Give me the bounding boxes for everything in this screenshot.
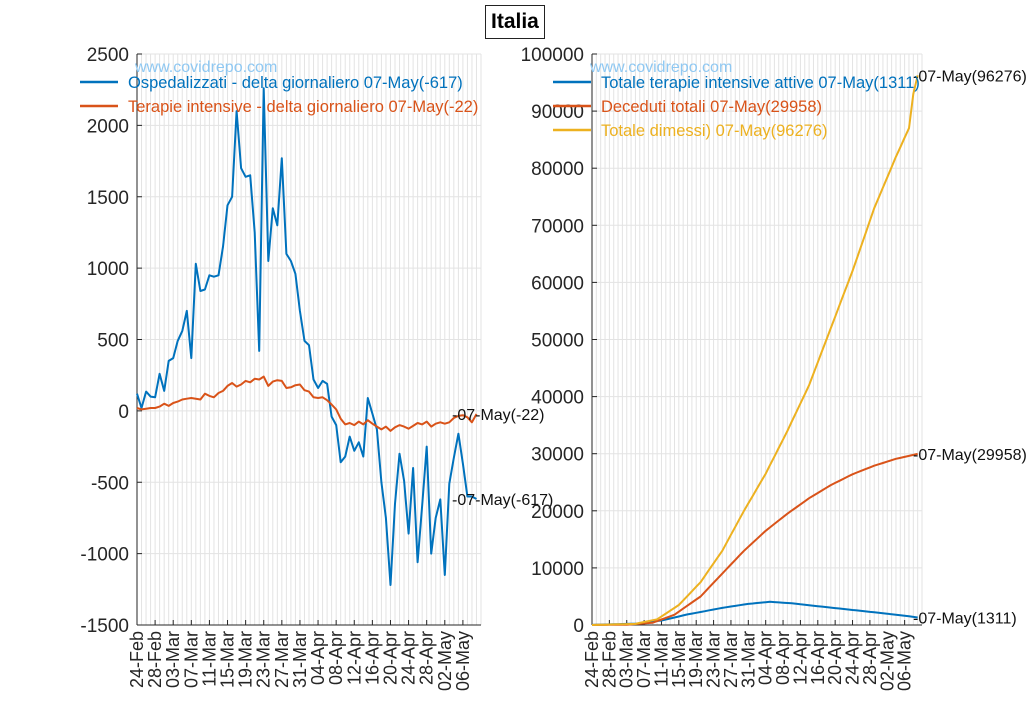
x-tick-label: 04-Apr [308, 631, 328, 685]
x-tick-label: 20-Apr [825, 631, 845, 685]
x-tick-label: 28-Feb [145, 631, 165, 688]
y-tick-label: 60000 [531, 273, 584, 294]
series-line [591, 600, 918, 626]
legend-label: Totale dimessi) 07-May(96276) [601, 122, 828, 140]
series-line [136, 375, 478, 432]
x-tick-label: 03-Mar [617, 631, 637, 688]
x-tick-label: 23-Mar [704, 631, 724, 688]
y-tick-label: -1000 [80, 545, 129, 566]
x-tick-label: 02-May [877, 631, 897, 691]
x-tick-label: 28-Apr [860, 631, 880, 685]
x-tick-label: 24-Apr [399, 631, 419, 685]
y-tick-label: -500 [91, 473, 129, 494]
y-tick-label: 2000 [87, 116, 129, 137]
x-tick-label: 07-Mar [634, 631, 654, 688]
series-end-label: -07-May(1311) [913, 611, 1017, 628]
watermark: www.covidrepo.com [134, 59, 277, 76]
y-tick-label: 2500 [87, 45, 129, 66]
x-tick-label: 20-Apr [380, 631, 400, 685]
x-tick-label: 02-May [435, 631, 455, 691]
y-tick-label: 500 [97, 331, 129, 352]
x-tick-label: 19-Mar [236, 631, 256, 688]
y-tick-label: 10000 [531, 559, 584, 580]
y-tick-label: 90000 [531, 102, 584, 123]
series-line [136, 87, 477, 586]
y-tick-label: 70000 [531, 216, 584, 237]
series-line [591, 75, 919, 626]
y-tick-label: 40000 [531, 388, 584, 409]
legend-label: Terapie intensive - delta giornaliero 07… [128, 98, 478, 116]
x-tick-label: 19-Mar [686, 631, 706, 688]
left-axes: -1500 -1000 -500 0 500 1000 1500 2000 2500 24-Feb… [80, 45, 553, 691]
x-tick-label: 11-Mar [651, 631, 671, 687]
y-tick-label: 50000 [531, 331, 584, 352]
y-tick-label: 1000 [87, 259, 129, 280]
y-tick-label: 100000 [521, 45, 584, 66]
x-tick-label: 23-Mar [254, 631, 274, 688]
x-tick-label: 12-Apr [344, 631, 364, 685]
x-tick-label: 28-Feb [599, 631, 619, 688]
x-tick-label: 07-Mar [181, 631, 201, 688]
y-tick-label: 30000 [531, 445, 584, 466]
series-end-label: -07-May(29958) [913, 447, 1027, 464]
y-tick-label: -1500 [80, 616, 129, 637]
y-tick-label: 80000 [531, 159, 584, 180]
series-end-label: -07-May(-617) [452, 492, 553, 509]
x-tick-label: 12-Apr [790, 631, 810, 685]
y-tick-label: 0 [118, 402, 129, 423]
x-tick-label: 15-Mar [669, 631, 689, 688]
x-tick-label: 16-Apr [362, 631, 382, 685]
legend-label: Ospedalizzati - delta giornaliero 07-May… [128, 74, 463, 92]
x-tick-label: 06-May [895, 631, 915, 691]
x-tick-label: 24-Feb [582, 631, 602, 688]
x-tick-label: 31-Mar [290, 631, 310, 688]
legend-label: Totale terapie intensive attive 07-May(1… [601, 74, 920, 92]
x-tick-label: 27-Mar [272, 631, 292, 688]
watermark: www.covidrepo.com [589, 59, 732, 76]
y-tick-label: 0 [573, 616, 584, 637]
series-line [591, 452, 918, 626]
x-tick-label: 04-Apr [756, 631, 776, 685]
legend-label: Deceduti totali 07-May(29958) [601, 98, 822, 116]
right-axes: 0 10000 20000 30000 40000 50000 60000 70000 8000… [521, 45, 1027, 691]
x-tick-label: 24-Apr [843, 631, 863, 685]
x-tick-label: 08-Apr [773, 631, 793, 685]
y-tick-label: 1500 [87, 188, 129, 209]
x-tick-label: 31-Mar [738, 631, 758, 688]
x-tick-label: 15-Mar [218, 631, 238, 688]
x-tick-label: 28-Apr [417, 631, 437, 685]
x-tick-label: 27-Mar [721, 631, 741, 688]
series-end-label: -07-May(-22) [452, 407, 544, 424]
x-tick-label: 16-Apr [808, 631, 828, 685]
x-tick-label: 24-Feb [127, 631, 147, 688]
x-tick-label: 11-Mar [199, 631, 219, 687]
x-tick-label: 03-Mar [163, 631, 183, 688]
figure-title: Italia [485, 5, 545, 39]
y-tick-label: 20000 [531, 502, 584, 523]
x-tick-label: 08-Apr [326, 631, 346, 685]
series-end-label: -07-May(96276) [913, 68, 1027, 85]
x-tick-label: 06-May [453, 631, 473, 691]
